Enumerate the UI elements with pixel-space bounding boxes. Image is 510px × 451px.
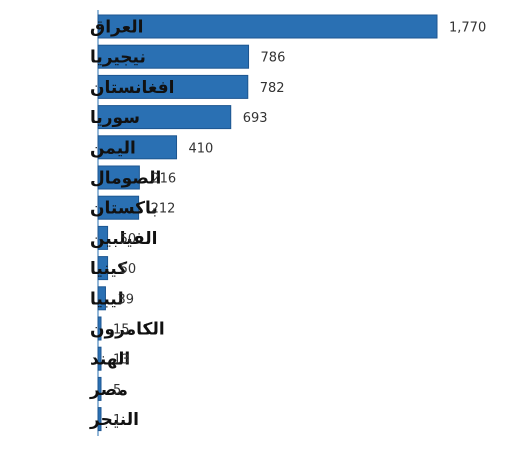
bar-8 bbox=[97, 225, 109, 250]
value-label-9: 50 bbox=[120, 262, 137, 277]
bar-6 bbox=[97, 165, 140, 190]
category-label-10: ليبيا bbox=[90, 289, 124, 309]
category-label-7: باكستان bbox=[90, 199, 158, 219]
bar-1 bbox=[97, 14, 438, 39]
category-label-6: الصومال bbox=[90, 169, 161, 189]
value-label-14: 1 bbox=[113, 413, 121, 428]
category-label-3: افغانستان bbox=[90, 78, 174, 98]
value-label-10: 39 bbox=[117, 292, 134, 307]
category-label-8: الفيلبين bbox=[90, 229, 158, 249]
value-label-3: 782 bbox=[260, 81, 285, 96]
value-label-13: 5 bbox=[113, 383, 121, 398]
category-label-2: نيجيريا bbox=[90, 48, 146, 68]
category-label-12: الهند bbox=[90, 350, 130, 370]
category-labels-group: العراق نيجيريا افغانستان سوريا اليمن الصومال ب… bbox=[89, 18, 174, 431]
category-label-9: كينيا bbox=[90, 259, 127, 279]
category-label-11: الكامرون bbox=[90, 320, 165, 340]
value-label-1: 1,770 bbox=[449, 21, 486, 36]
bar-12 bbox=[97, 346, 102, 371]
value-label-5: 410 bbox=[189, 141, 214, 156]
bar-4 bbox=[97, 105, 232, 130]
bar-14 bbox=[97, 407, 102, 432]
bar-13 bbox=[97, 376, 102, 401]
bar-3 bbox=[97, 74, 249, 99]
bar-9 bbox=[97, 256, 109, 281]
value-label-6: 216 bbox=[151, 172, 176, 187]
category-label-4: سوريا bbox=[90, 108, 140, 128]
value-label-7: 212 bbox=[151, 202, 176, 217]
category-label-1: العراق bbox=[90, 18, 143, 38]
bar-11 bbox=[97, 316, 102, 341]
category-label-13: مصر bbox=[89, 380, 128, 400]
value-label-11: 15 bbox=[113, 323, 130, 338]
bar-2 bbox=[97, 44, 250, 69]
value-label-8: 50 bbox=[120, 232, 137, 247]
bar-5 bbox=[97, 135, 178, 160]
bars-group bbox=[97, 14, 438, 432]
value-label-2: 786 bbox=[261, 51, 286, 66]
value-labels-group: 1,770 786 782 693 410 216 212 50 50 39 15 13 5 1 bbox=[113, 21, 486, 429]
value-label-12: 13 bbox=[113, 353, 130, 368]
category-label-5: اليمن bbox=[90, 138, 136, 158]
value-label-4: 693 bbox=[243, 111, 268, 126]
bar-7 bbox=[97, 195, 140, 220]
bar-10 bbox=[97, 286, 106, 311]
category-label-14: النيجر bbox=[89, 410, 139, 430]
